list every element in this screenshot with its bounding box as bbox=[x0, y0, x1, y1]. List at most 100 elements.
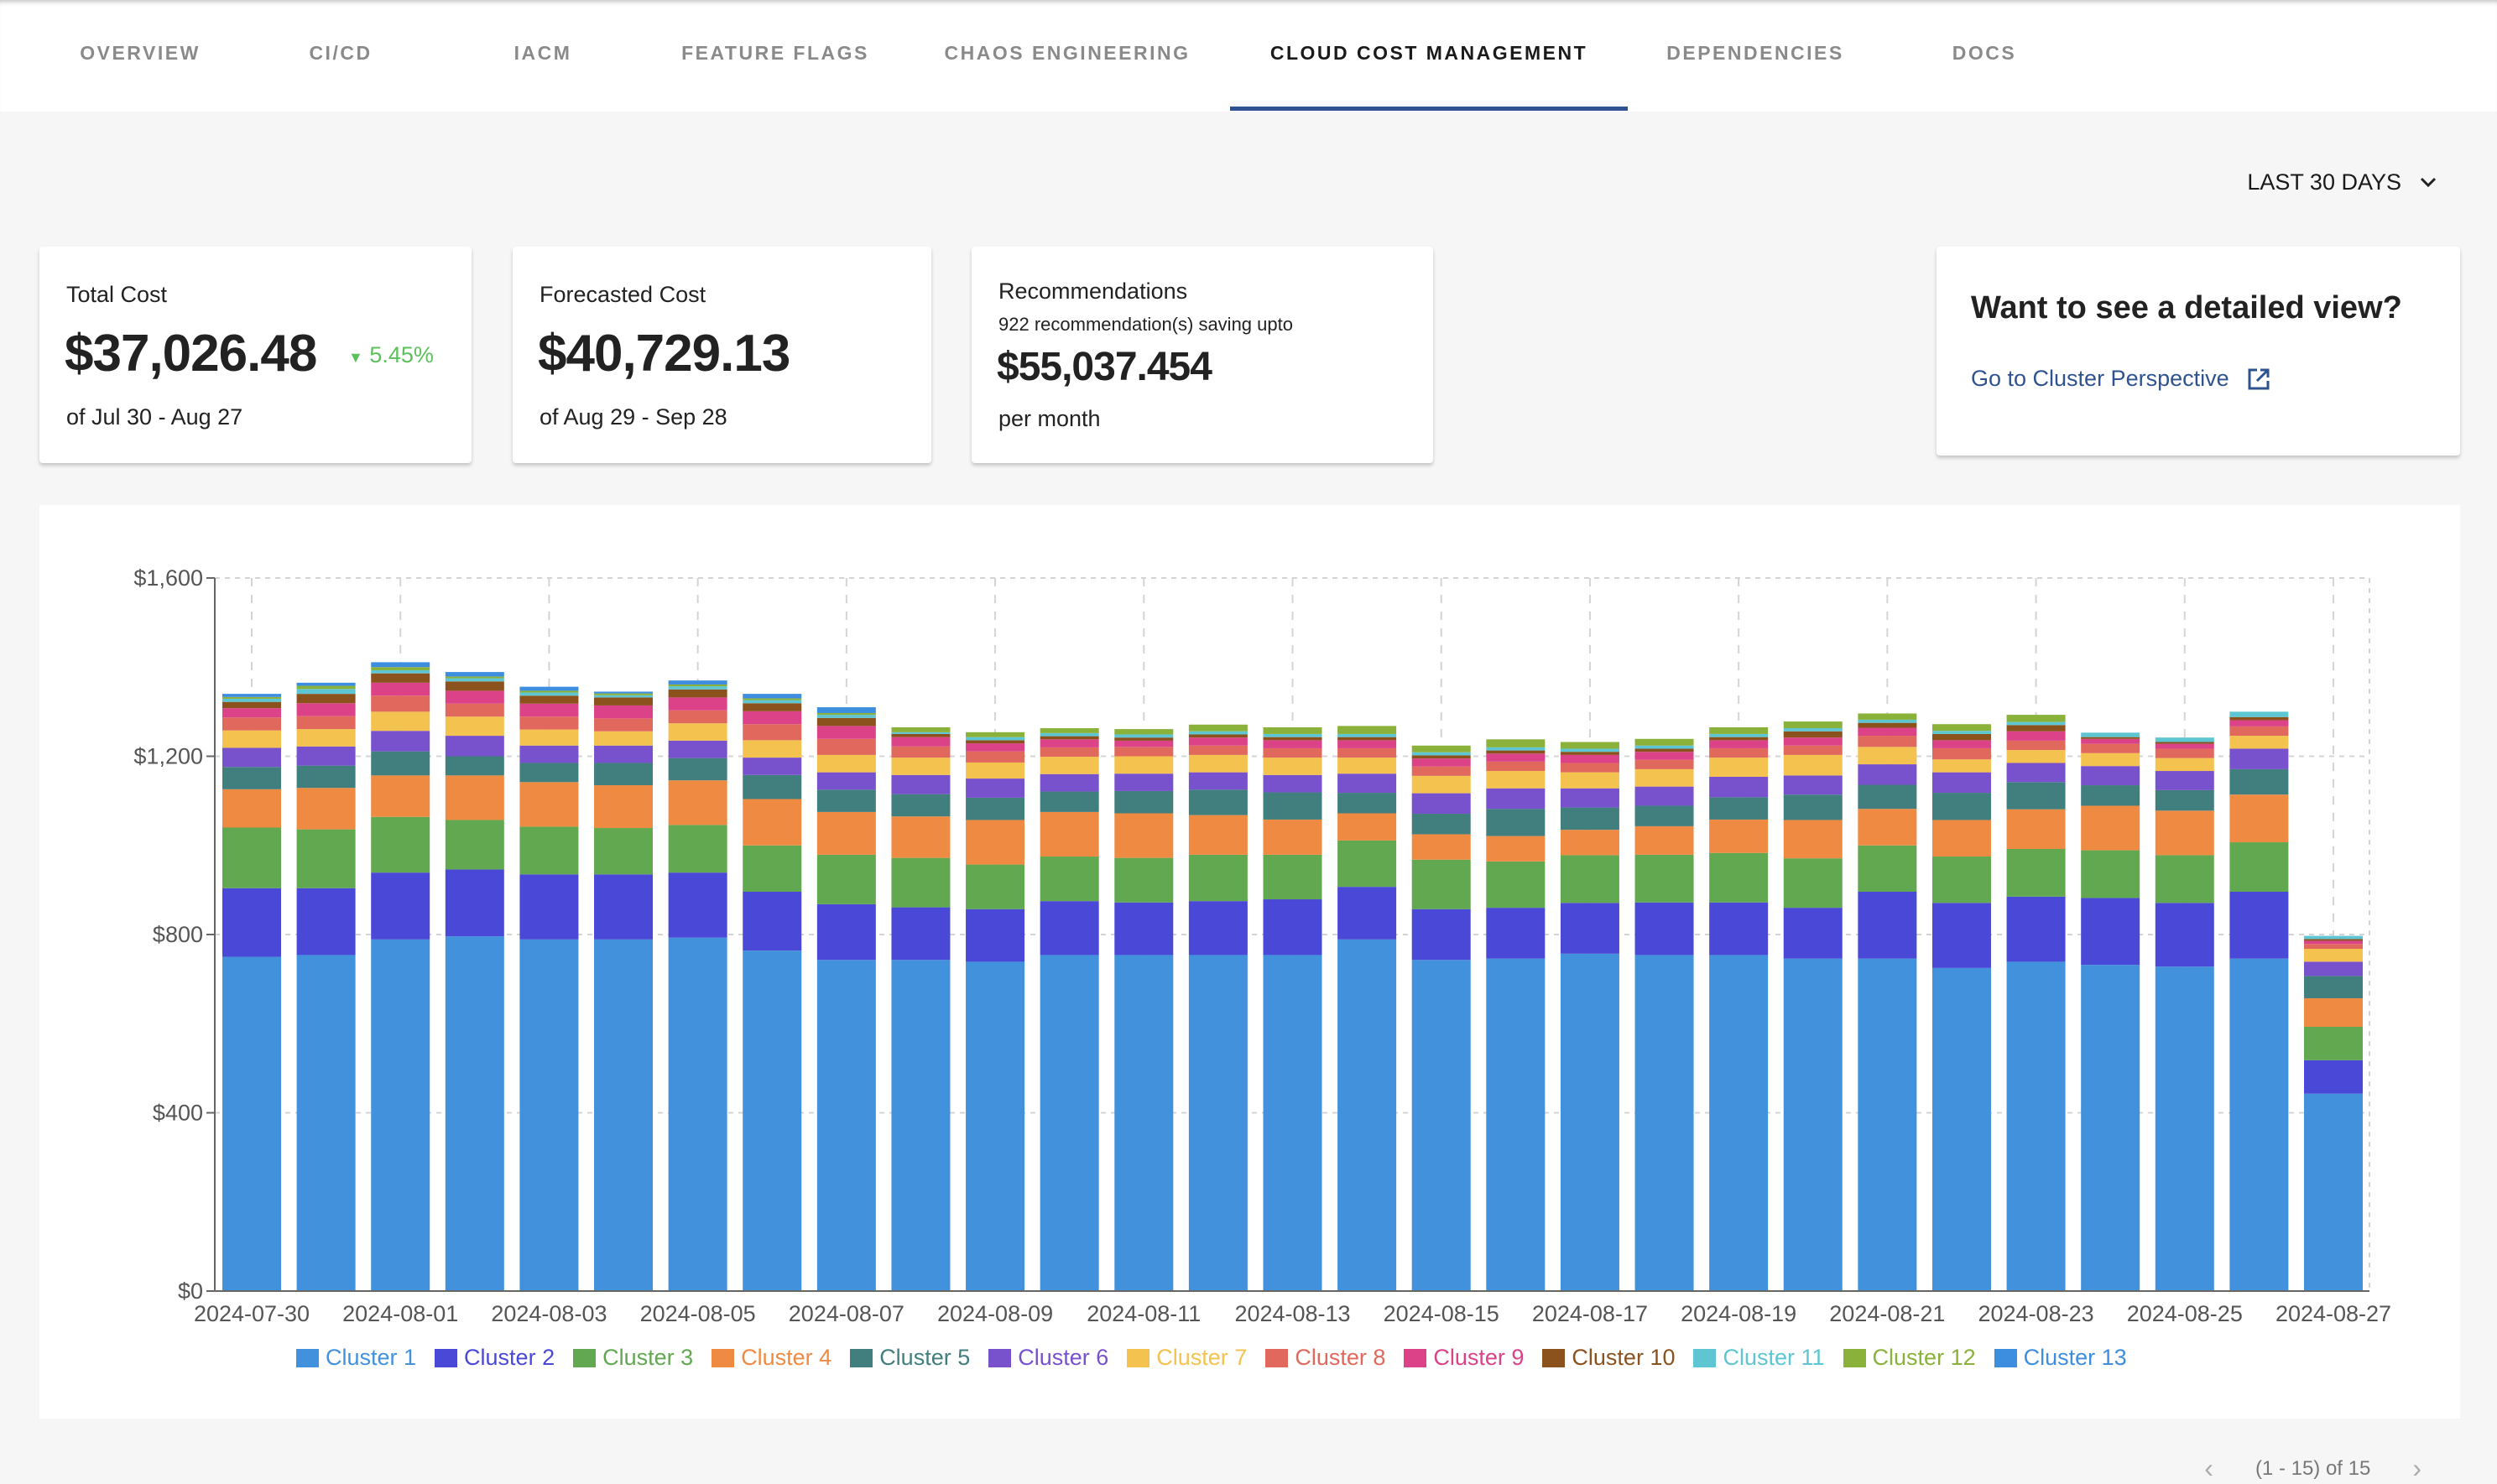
bar-segment-cluster-1[interactable] bbox=[1560, 953, 1619, 1291]
bar-segment-cluster-11[interactable] bbox=[1114, 734, 1174, 738]
bar-segment-cluster-2[interactable] bbox=[1634, 902, 1694, 955]
bar-segment-cluster-1[interactable] bbox=[2155, 966, 2214, 1291]
bar-segment-cluster-6[interactable] bbox=[1188, 772, 1248, 790]
bar-segment-cluster-8[interactable] bbox=[371, 695, 430, 712]
bar-segment-cluster-11[interactable] bbox=[743, 700, 802, 704]
bar-segment-cluster-9[interactable] bbox=[1783, 737, 1843, 746]
bar-segment-cluster-10[interactable] bbox=[594, 697, 654, 706]
bar-segment-cluster-9[interactable] bbox=[743, 711, 802, 725]
bar-segment-cluster-6[interactable] bbox=[1114, 773, 1174, 791]
bar-segment-cluster-3[interactable] bbox=[891, 857, 951, 908]
bar-segment-cluster-5[interactable] bbox=[296, 765, 356, 789]
bar-segment-cluster-6[interactable] bbox=[594, 745, 654, 763]
bar-segment-cluster-2[interactable] bbox=[1858, 892, 1917, 959]
tab-iacm[interactable]: IACM bbox=[513, 42, 572, 64]
bar-segment-cluster-4[interactable] bbox=[2006, 809, 2066, 849]
bar-segment-cluster-5[interactable] bbox=[743, 774, 802, 799]
legend-item[interactable]: Cluster 11 bbox=[1693, 1345, 1825, 1371]
chevron-right-icon[interactable]: › bbox=[2412, 1453, 2421, 1483]
bar-segment-cluster-12[interactable] bbox=[1188, 724, 1248, 732]
bar-segment-cluster-12[interactable] bbox=[1337, 726, 1397, 734]
bar-segment-cluster-6[interactable] bbox=[966, 778, 1025, 798]
bar-segment-cluster-6[interactable] bbox=[222, 747, 281, 768]
bar-segment-cluster-5[interactable] bbox=[1040, 791, 1099, 812]
bar-segment-cluster-6[interactable] bbox=[668, 740, 727, 758]
bar-segment-cluster-8[interactable] bbox=[743, 724, 802, 741]
bar-segment-cluster-7[interactable] bbox=[445, 716, 504, 737]
bar-segment-cluster-6[interactable] bbox=[2081, 766, 2140, 786]
bar-segment-cluster-7[interactable] bbox=[1337, 758, 1397, 774]
bar-segment-cluster-10[interactable] bbox=[222, 701, 281, 709]
bar-segment-cluster-9[interactable] bbox=[1337, 740, 1397, 748]
bar-segment-cluster-10[interactable] bbox=[816, 717, 876, 726]
bar-segment-cluster-13[interactable] bbox=[743, 694, 802, 699]
bar-segment-cluster-8[interactable] bbox=[668, 710, 727, 724]
bar-segment-cluster-10[interactable] bbox=[2304, 939, 2363, 941]
bar-segment-cluster-7[interactable] bbox=[2081, 752, 2140, 767]
bar-segment-cluster-12[interactable] bbox=[743, 698, 802, 700]
bar-segment-cluster-12[interactable] bbox=[891, 726, 951, 732]
bar-segment-cluster-2[interactable] bbox=[2006, 896, 2066, 962]
bar-segment-cluster-3[interactable] bbox=[1411, 859, 1471, 909]
bar-segment-cluster-11[interactable] bbox=[668, 686, 727, 690]
bar-segment-cluster-10[interactable] bbox=[371, 673, 430, 683]
bar-segment-cluster-5[interactable] bbox=[816, 789, 876, 812]
bar-segment-cluster-6[interactable] bbox=[2155, 771, 2214, 790]
bar-segment-cluster-9[interactable] bbox=[2155, 743, 2214, 749]
bar-segment-cluster-13[interactable] bbox=[371, 662, 430, 668]
bar-segment-cluster-9[interactable] bbox=[2006, 731, 2066, 741]
bar-segment-cluster-9[interactable] bbox=[891, 737, 951, 747]
bar-segment-cluster-9[interactable] bbox=[2304, 940, 2363, 945]
bar-segment-cluster-11[interactable] bbox=[2155, 737, 2214, 742]
legend-item[interactable]: Cluster 8 bbox=[1265, 1345, 1385, 1371]
bar-segment-cluster-6[interactable] bbox=[1560, 788, 1619, 808]
bar-segment-cluster-12[interactable] bbox=[1634, 738, 1694, 746]
bar-segment-cluster-11[interactable] bbox=[1188, 731, 1248, 735]
bar-segment-cluster-11[interactable] bbox=[371, 669, 430, 674]
bar-segment-cluster-6[interactable] bbox=[1411, 793, 1471, 815]
bar-segment-cluster-8[interactable] bbox=[594, 718, 654, 732]
bar-segment-cluster-11[interactable] bbox=[2081, 732, 2140, 737]
bar-segment-cluster-2[interactable] bbox=[519, 874, 579, 940]
bar-segment-cluster-1[interactable] bbox=[1337, 939, 1397, 1291]
bar-segment-cluster-7[interactable] bbox=[668, 723, 727, 741]
bar-segment-cluster-12[interactable] bbox=[1411, 745, 1471, 752]
bar-segment-cluster-2[interactable] bbox=[1560, 903, 1619, 954]
bar-segment-cluster-7[interactable] bbox=[222, 730, 281, 748]
bar-segment-cluster-3[interactable] bbox=[1263, 854, 1322, 900]
bar-segment-cluster-12[interactable] bbox=[1560, 742, 1619, 749]
bar-segment-cluster-3[interactable] bbox=[222, 827, 281, 888]
bar-segment-cluster-6[interactable] bbox=[296, 746, 356, 766]
legend-item[interactable]: Cluster 9 bbox=[1404, 1345, 1524, 1371]
bar-segment-cluster-8[interactable] bbox=[1188, 745, 1248, 755]
bar-segment-cluster-2[interactable] bbox=[222, 888, 281, 957]
legend-item[interactable]: Cluster 2 bbox=[435, 1345, 555, 1371]
bar-segment-cluster-2[interactable] bbox=[296, 888, 356, 955]
bar-segment-cluster-7[interactable] bbox=[1709, 758, 1769, 777]
bar-segment-cluster-12[interactable] bbox=[1931, 724, 1991, 732]
bar-segment-cluster-13[interactable] bbox=[668, 680, 727, 685]
bar-segment-cluster-10[interactable] bbox=[891, 733, 951, 737]
bar-segment-cluster-11[interactable] bbox=[2006, 721, 2066, 726]
bar-segment-cluster-4[interactable] bbox=[1783, 820, 1843, 859]
bar-segment-cluster-1[interactable] bbox=[1486, 958, 1546, 1291]
bar-segment-cluster-5[interactable] bbox=[1858, 784, 1917, 810]
bar-segment-cluster-11[interactable] bbox=[816, 715, 876, 718]
bar-segment-cluster-4[interactable] bbox=[594, 785, 654, 829]
bar-segment-cluster-12[interactable] bbox=[1486, 739, 1546, 747]
bar-segment-cluster-11[interactable] bbox=[1560, 748, 1619, 752]
bar-segment-cluster-2[interactable] bbox=[2229, 892, 2289, 959]
bar-segment-cluster-2[interactable] bbox=[1114, 902, 1174, 955]
bar-segment-cluster-4[interactable] bbox=[1040, 811, 1099, 857]
bar-segment-cluster-10[interactable] bbox=[1188, 734, 1248, 738]
bar-segment-cluster-8[interactable] bbox=[445, 703, 504, 717]
bar-segment-cluster-6[interactable] bbox=[891, 774, 951, 794]
bar-segment-cluster-7[interactable] bbox=[1486, 771, 1546, 789]
bar-segment-cluster-9[interactable] bbox=[1040, 739, 1099, 747]
bar-segment-cluster-2[interactable] bbox=[1486, 908, 1546, 959]
tab-cloud-cost-management[interactable]: CLOUD COST MANAGEMENT bbox=[1269, 42, 1588, 64]
bar-segment-cluster-5[interactable] bbox=[1337, 793, 1397, 814]
bar-segment-cluster-7[interactable] bbox=[1114, 756, 1174, 774]
bar-segment-cluster-2[interactable] bbox=[816, 903, 876, 961]
legend-item[interactable]: Cluster 7 bbox=[1127, 1345, 1247, 1371]
